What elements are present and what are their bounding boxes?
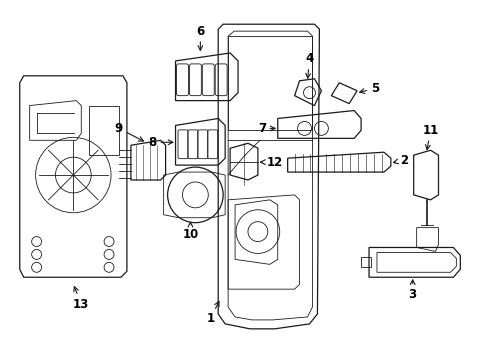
Text: 4: 4	[305, 53, 313, 78]
Text: 2: 2	[393, 154, 407, 167]
Text: 7: 7	[257, 122, 275, 135]
Text: 8: 8	[148, 136, 173, 149]
Text: 12: 12	[260, 156, 283, 168]
Text: 5: 5	[359, 82, 378, 95]
Text: 13: 13	[73, 287, 89, 311]
Text: 3: 3	[408, 280, 416, 301]
Text: 10: 10	[182, 222, 198, 241]
Text: 11: 11	[422, 124, 438, 150]
Text: 6: 6	[196, 24, 204, 50]
Text: 1: 1	[206, 301, 219, 325]
Text: 9: 9	[115, 122, 143, 141]
